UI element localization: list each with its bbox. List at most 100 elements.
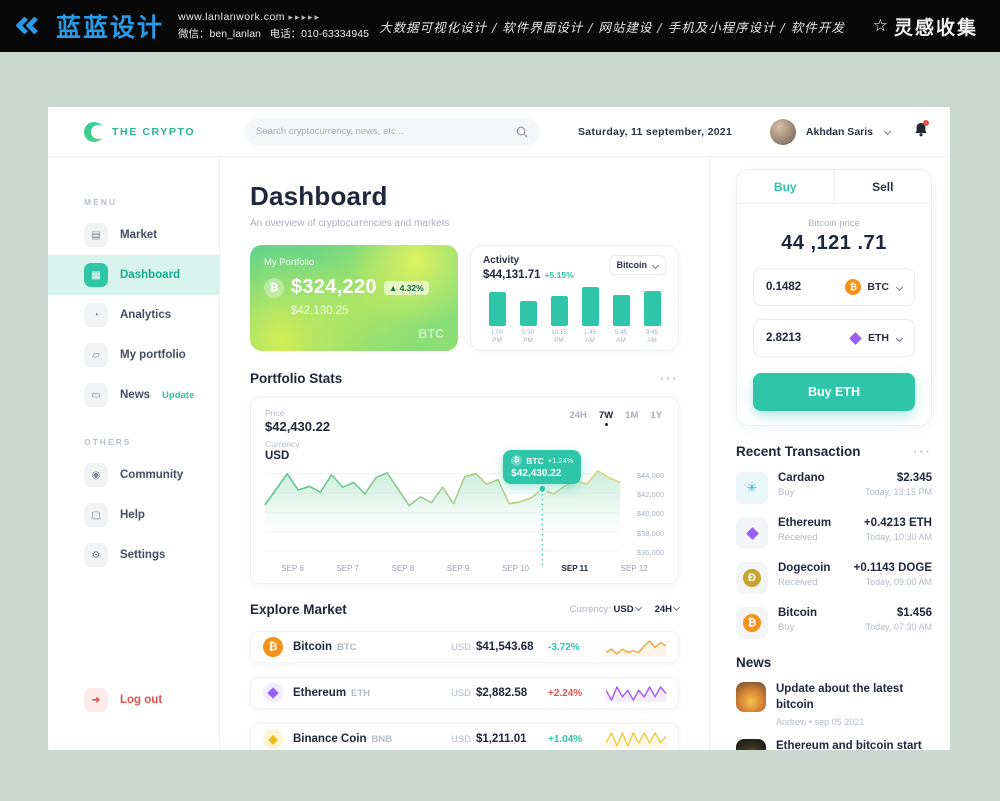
sidebar-item-community[interactable]: ◉ Community	[48, 455, 219, 495]
stats-menu-dots[interactable]: ···	[660, 370, 679, 386]
crypto-app-window: THE CRYPTO Saturday, 11 september, 2021 …	[48, 107, 950, 750]
chevron-down-icon	[634, 603, 642, 612]
banner-arrows-icon: ▸▸▸▸▸	[288, 12, 322, 23]
news-thumbnail	[736, 739, 766, 750]
binance-coin-icon: ◈	[263, 729, 283, 749]
sidebar-item-help[interactable]: ▢ Help	[48, 495, 219, 535]
transaction-row-dogecoin[interactable]: Ð Dogecoin Received +0.1143 DOGE Today, 09…	[736, 562, 932, 594]
collect-star-icon: ☆	[872, 16, 888, 35]
trade-to-field[interactable]: 2.8213 ETH	[753, 319, 915, 357]
chevron-down-icon	[895, 283, 904, 291]
my-portfolio-card[interactable]: My Portfolio ₿ $324,220 ▲ 4.32% $42,130.…	[250, 245, 458, 351]
app-logo: THE CRYPTO	[84, 121, 244, 142]
search-bar[interactable]	[244, 117, 540, 146]
activity-label: Activity	[483, 255, 520, 266]
bitcoin-price-value: 44 ,121 .71	[781, 232, 887, 254]
market-row-bitcoin[interactable]: ₿ Bitcoin BTC USD $41,543.68 -3.72%	[250, 631, 679, 663]
dashboard-icon: ▦	[84, 263, 108, 287]
bitcoin-icon: ₿	[736, 607, 768, 639]
news-item[interactable]: Update about the latest bitcoin Andrew •…	[736, 682, 932, 727]
transaction-row-ethereum[interactable]: Ethereum Received +0.4213 ETH Today, 10:30…	[736, 517, 932, 549]
sidebar-item-settings[interactable]: ⚙ Settings	[48, 535, 219, 575]
notification-bell-icon[interactable]	[914, 119, 929, 142]
market-row-ethereum[interactable]: Ethereum ETH USD $2,882.58 +2.24%	[250, 677, 679, 709]
market-icon: ▤	[84, 223, 108, 247]
news-thumbnail	[736, 682, 766, 712]
portfolio-line-chart: ₿ BTC +1.24% $42,430.22	[264, 450, 621, 566]
activity-coin-select[interactable]: Bitcoin	[608, 255, 666, 275]
range-1y[interactable]: 1Y	[650, 410, 662, 421]
chevron-down-icon[interactable]	[883, 127, 892, 136]
currency-value: USD	[265, 450, 290, 462]
sidebar-menu-label: MENU	[84, 197, 118, 207]
transaction-row-cardano[interactable]: ✳ Cardano Buy $2.345 Today, 13:15 PM	[736, 472, 932, 504]
portfolio-currency: BTC	[418, 327, 444, 341]
trade-to-amount[interactable]: 2.8213	[766, 332, 802, 344]
buy-eth-button[interactable]: Buy ETH	[753, 373, 915, 411]
current-date: Saturday, 11 september, 2021	[578, 125, 733, 138]
news-item[interactable]: Ethereum and bitcoin start to rise rapid…	[736, 739, 932, 750]
market-row-binance-coin[interactable]: ◈ Binance Coin BNB USD $1,211.01 +1.04%	[250, 723, 679, 750]
search-icon	[516, 126, 528, 137]
portfolio-card-label: My Portfolio	[264, 257, 315, 268]
trade-to-coin-select[interactable]: ETH	[849, 331, 904, 345]
cardano-icon: ✳	[736, 472, 768, 504]
news-icon: ▭	[84, 383, 108, 407]
user-name[interactable]: Akhdan Saris	[805, 125, 873, 138]
time-range-tabs: 24H 7W 1M 1Y	[569, 410, 662, 426]
banner-services: 大数据可视化设计 / 软件界面设计 / 网站建设 / 手机及小程序设计 / 软件…	[379, 19, 845, 35]
news-heading: News	[736, 655, 772, 670]
app-header: THE CRYPTO Saturday, 11 september, 2021 …	[48, 107, 950, 157]
sidebar-item-analytics[interactable]: ◔ Analytics	[48, 295, 219, 335]
sidebar-others-label: OTHERS	[84, 437, 132, 447]
range-1m[interactable]: 1M	[625, 410, 639, 421]
tab-buy[interactable]: Buy	[737, 170, 835, 203]
range-24h[interactable]: 24H	[569, 410, 587, 421]
portfolio-icon: ▱	[84, 343, 108, 367]
analytics-icon: ◔	[84, 303, 108, 327]
app-logo-text: THE CRYPTO	[112, 125, 196, 138]
activity-bar: 5:45 AM	[609, 287, 633, 345]
bitcoin-icon: ₿	[511, 455, 523, 466]
site-banner: 蓝蓝设计 www.lanlanwork.com ▸▸▸▸▸ 微信：ben_lan…	[0, 0, 1000, 52]
dogecoin-icon: Ð	[736, 562, 768, 594]
portfolio-change-badge: ▲ 4.32%	[383, 280, 429, 295]
sidebar-item-market[interactable]: ▤ Market	[48, 215, 219, 255]
trade-widget: Buy Sell Bitcoin price 44 ,121 .71 0.148…	[736, 169, 932, 426]
market-currency-select[interactable]: Currency: USD	[570, 603, 642, 615]
logout-icon: ➜	[84, 688, 108, 712]
lanlan-logo-icon	[15, 11, 50, 41]
activity-value: $44,131.71 +5.15%	[483, 269, 574, 281]
binance-sparkline	[606, 732, 666, 748]
bitcoin-icon: ₿	[263, 637, 283, 657]
transactions-menu-dots[interactable]: ···	[913, 443, 932, 459]
settings-gear-icon: ⚙	[84, 543, 108, 567]
news-update-badge: Update	[162, 389, 195, 401]
sidebar-item-dashboard[interactable]: ▦ Dashboard	[48, 255, 219, 295]
notification-dot	[923, 119, 929, 126]
bitcoin-sparkline	[606, 640, 666, 656]
banner-wechat: 微信：ben_lanlan	[178, 28, 261, 40]
trade-from-amount[interactable]: 0.1482	[766, 281, 802, 293]
avatar[interactable]	[769, 118, 796, 145]
lanlan-logo-text: 蓝蓝设计	[56, 14, 165, 42]
transaction-row-bitcoin[interactable]: ₿ Bitcoin Buy $1.456 Today, 07:30 AM	[736, 607, 932, 639]
search-input[interactable]	[256, 126, 516, 137]
logout-button[interactable]: ➜ Log out	[48, 680, 162, 720]
activity-bar-chart: 1:00 PM 5:30 PM 10:15 PM 1:45 AM 5:45 AM 9:45…	[483, 287, 666, 345]
banner-contact: www.lanlanwork.com ▸▸▸▸▸ 微信：ben_lanlan 电…	[178, 9, 369, 43]
activity-card: Activity $44,131.71 +5.15% Bitcoin 1:00 P…	[470, 245, 679, 351]
market-range-select[interactable]: 24H	[655, 603, 681, 615]
activity-bar: 1:45 AM	[578, 287, 602, 345]
activity-bar: 1:00 PM	[485, 287, 509, 345]
portfolio-stats-card: Price $42,430.22 Currency USD 24H 7W 1M …	[250, 396, 679, 584]
sidebar-item-news[interactable]: ▭ News Update	[48, 375, 219, 415]
range-7w[interactable]: 7W	[598, 410, 614, 426]
sidebar-item-my-portfolio[interactable]: ▱ My portfolio	[48, 335, 219, 375]
trade-from-coin-select[interactable]: ₿ BTC	[845, 279, 904, 295]
chevron-down-icon	[895, 334, 904, 342]
trade-from-field[interactable]: 0.1482 ₿ BTC	[753, 268, 915, 306]
chart-tooltip: ₿ BTC +1.24% $42,430.22	[503, 450, 582, 484]
ethereum-sparkline	[606, 686, 666, 702]
tab-sell[interactable]: Sell	[872, 179, 894, 194]
